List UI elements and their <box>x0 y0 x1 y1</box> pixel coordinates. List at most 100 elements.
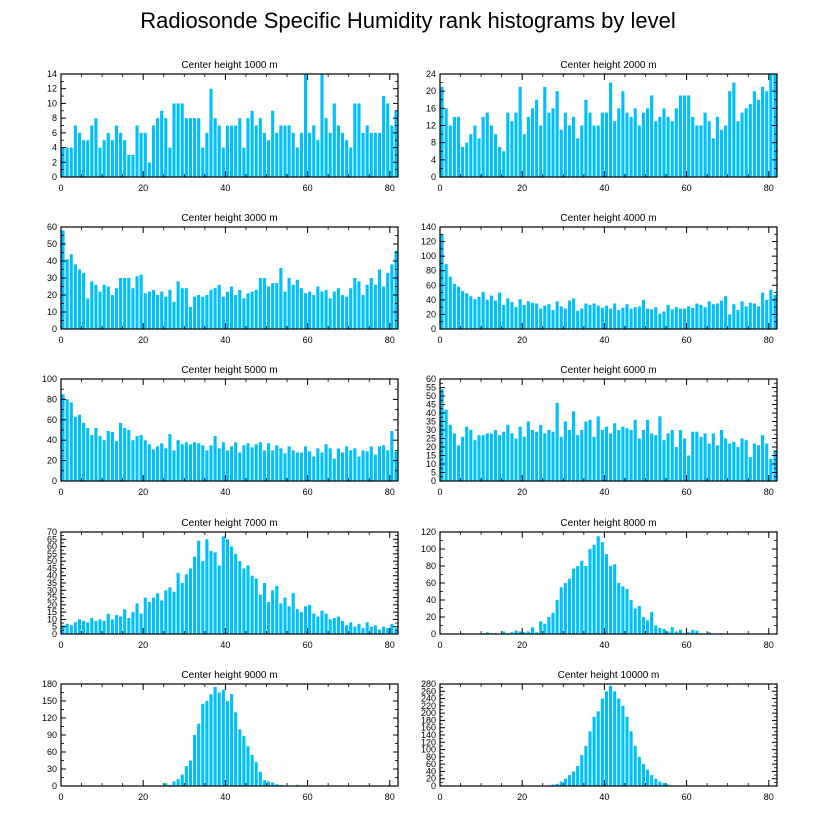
y-tick-label: 35 <box>426 417 436 427</box>
x-tick-label: 40 <box>220 487 230 497</box>
histogram-bar <box>180 583 184 634</box>
histogram-bar <box>143 132 147 177</box>
x-tick-label: 20 <box>138 335 148 345</box>
histogram-bar <box>461 291 465 329</box>
y-tick-label: 20 <box>426 612 436 622</box>
histogram-bar <box>262 583 266 634</box>
histogram-bar <box>530 430 535 481</box>
histogram-bar <box>349 450 353 481</box>
histogram-bar <box>703 112 707 177</box>
histogram-bar <box>481 116 485 177</box>
histogram-panel: Center height 2000 m 0 20 40 60 80 0 4 8 12 16 20 24 <box>426 60 778 193</box>
histogram-bar <box>456 116 461 177</box>
histogram-bar <box>691 629 695 634</box>
histogram-bar <box>382 445 386 481</box>
y-tick-label: 60 <box>47 747 57 757</box>
y-tick-label: 20 <box>426 309 436 319</box>
histogram-bar <box>156 593 160 634</box>
histogram-bar <box>160 291 164 329</box>
histogram-bar <box>102 620 106 634</box>
histogram-bar <box>258 594 262 634</box>
histogram-bar <box>287 125 291 177</box>
histogram-bar <box>498 146 502 177</box>
histogram-bar <box>295 279 299 329</box>
histogram-bar <box>279 603 283 634</box>
histogram-bar <box>666 631 670 634</box>
histogram-bar <box>674 307 678 329</box>
histogram-bar <box>234 712 238 786</box>
y-tick-label: 160 <box>421 723 436 733</box>
panel-title: Center height 7000 m <box>181 518 277 529</box>
histogram-bar <box>514 630 518 634</box>
histogram-bar <box>61 625 65 634</box>
histogram-bar <box>666 304 670 329</box>
x-tick-label: 60 <box>303 183 313 193</box>
histogram-bar <box>752 303 756 329</box>
histogram-bar <box>225 125 229 177</box>
histogram-bar <box>365 284 369 329</box>
histogram-bar <box>369 278 373 329</box>
histogram-bar <box>316 616 320 634</box>
x-tick-label: 80 <box>764 640 774 650</box>
histogram-bar <box>394 250 398 329</box>
histogram-bar <box>98 147 102 177</box>
histogram-bar <box>193 118 197 177</box>
histogram-bar <box>151 449 156 481</box>
y-tick-label: 0 <box>52 324 57 334</box>
y-tick-label: 45 <box>47 563 57 573</box>
panel-title: Center height 2000 m <box>560 60 656 71</box>
histogram-bar <box>184 442 188 481</box>
histogram-bar <box>662 108 666 177</box>
histogram-bar <box>580 755 584 786</box>
histogram-bar <box>650 611 654 634</box>
histogram-bar <box>114 288 119 329</box>
histogram-bar <box>336 125 340 177</box>
y-tick-label: 20 <box>426 774 436 784</box>
histogram-bar <box>188 568 193 634</box>
histogram-bar <box>645 308 650 329</box>
histogram-bar <box>510 121 514 177</box>
histogram-bar <box>604 426 608 481</box>
histogram-bar <box>61 230 65 329</box>
y-tick-label: 100 <box>421 251 436 261</box>
y-tick-label: 40 <box>426 408 436 418</box>
histogram-bar <box>324 289 328 329</box>
histogram-bar <box>394 110 398 177</box>
histogram-bar <box>172 103 176 177</box>
histogram-bar <box>547 304 551 329</box>
histogram-bar <box>312 613 316 634</box>
histogram-bar <box>254 578 258 634</box>
histogram-bar <box>654 121 658 177</box>
histogram-bar <box>592 436 596 481</box>
histogram-bar <box>98 619 102 634</box>
histogram-bar <box>691 307 695 329</box>
histogram-bar <box>135 436 139 481</box>
histogram-bar <box>275 784 279 786</box>
histogram-bar <box>357 281 361 329</box>
histogram-bar <box>650 775 654 786</box>
x-tick-label: 80 <box>385 335 395 345</box>
y-tick-label: 80 <box>426 752 436 762</box>
histogram-bar <box>477 138 481 177</box>
histogram-bar <box>506 112 510 177</box>
histogram-bar <box>295 609 299 634</box>
y-tick-label: 100 <box>421 544 436 554</box>
histogram-bar <box>461 436 465 481</box>
x-tick-label: 60 <box>303 335 313 345</box>
histogram-bar <box>147 162 151 177</box>
histogram-bar <box>584 745 588 786</box>
histogram-bar <box>650 309 654 329</box>
histogram-bar <box>340 452 345 481</box>
histogram-bar <box>176 103 180 177</box>
histogram-bar <box>390 623 394 634</box>
histogram-bar <box>377 132 382 177</box>
histogram-bar <box>514 307 518 329</box>
histogram-bar <box>576 138 580 177</box>
histogram-bar <box>250 447 254 481</box>
x-tick-label: 20 <box>517 183 527 193</box>
histogram-bar <box>572 411 576 481</box>
histogram-panel: Center height 5000 m 0 20 40 60 80 0 20 40 60 80 10… <box>42 365 399 497</box>
histogram-bar <box>197 443 201 481</box>
histogram-bar <box>69 147 73 177</box>
histogram-bar <box>312 125 316 177</box>
